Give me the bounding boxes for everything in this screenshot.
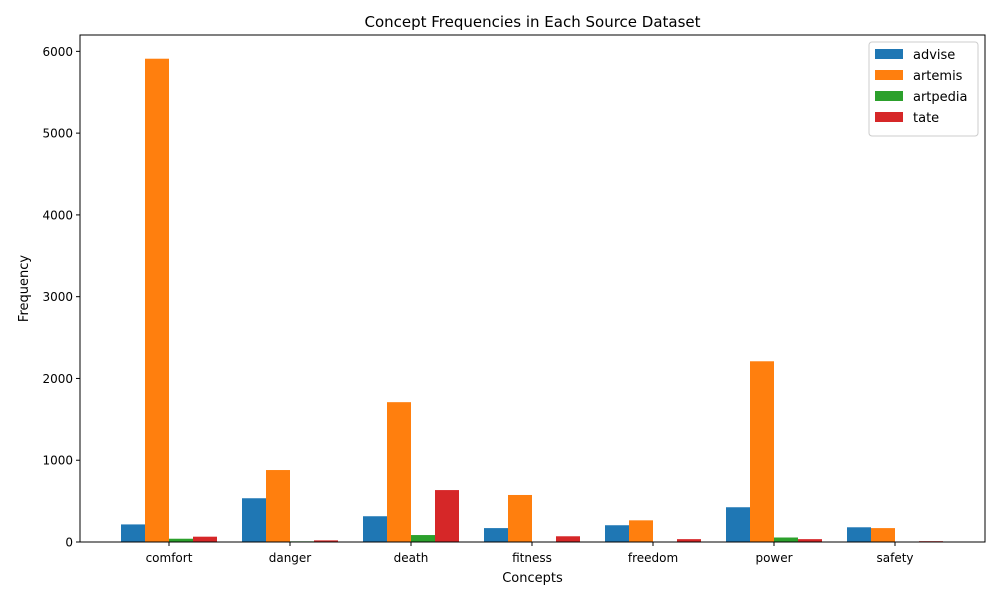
- bars-group: [121, 58, 943, 543]
- legend-label-artpedia: artpedia: [913, 90, 968, 105]
- bar-advise-comfort: [121, 524, 145, 542]
- legend-swatch-artemis: [875, 70, 903, 80]
- bar-artpedia-power: [774, 537, 798, 542]
- legend: advise artemis artpedia tate: [868, 41, 979, 137]
- y-tick-label: 3000: [42, 290, 73, 304]
- bar-advise-safety: [847, 527, 871, 542]
- bar-artemis-freedom: [629, 520, 653, 542]
- bar-artemis-safety: [871, 528, 895, 542]
- x-tick-label: safety: [876, 551, 913, 565]
- bar-advise-freedom: [605, 525, 629, 542]
- x-tick-label: power: [755, 551, 792, 565]
- y-axis: 0 1000 2000 3000 4000 5000 6000: [42, 45, 80, 550]
- bar-artemis-danger: [266, 470, 290, 542]
- x-tick-label: death: [394, 551, 429, 565]
- legend-swatch-advise: [875, 49, 903, 59]
- x-tick-label: comfort: [146, 551, 193, 565]
- y-tick-label: 6000: [42, 45, 73, 59]
- legend-label-artemis: artemis: [913, 69, 963, 84]
- bar-advise-danger: [242, 498, 266, 542]
- bar-tate-death: [435, 490, 459, 542]
- bar-tate-fitness: [556, 536, 580, 542]
- x-tick-label: fitness: [512, 551, 552, 565]
- bar-advise-power: [726, 507, 750, 542]
- bar-tate-freedom: [677, 539, 701, 542]
- bar-advise-fitness: [484, 528, 508, 542]
- y-tick-label: 1000: [42, 454, 73, 468]
- bar-artpedia-death: [411, 535, 435, 542]
- bar-artemis-death: [387, 402, 411, 542]
- bar-tate-danger: [314, 540, 338, 542]
- legend-swatch-artpedia: [875, 91, 903, 101]
- y-tick-label: 5000: [42, 127, 73, 141]
- x-axis-label: Concepts: [502, 571, 563, 586]
- y-tick-label: 2000: [42, 372, 73, 386]
- legend-swatch-tate: [875, 112, 903, 122]
- legend-label-tate: tate: [913, 111, 939, 126]
- legend-label-advise: advise: [913, 48, 955, 63]
- x-axis: comfort danger death fitness freedom power saf…: [146, 542, 914, 565]
- bar-advise-death: [363, 516, 387, 542]
- bar-tate-comfort: [193, 536, 217, 542]
- x-tick-label: danger: [269, 551, 312, 565]
- y-tick-label: 4000: [42, 208, 73, 222]
- bar-artpedia-comfort: [169, 538, 193, 542]
- bar-tate-power: [798, 539, 822, 542]
- bar-artemis-fitness: [508, 494, 532, 542]
- bar-artemis-power: [750, 361, 774, 542]
- y-tick-label: 0: [65, 536, 73, 550]
- x-tick-label: freedom: [628, 551, 678, 565]
- y-axis-label: Frequency: [17, 255, 32, 322]
- chart-title: Concept Frequencies in Each Source Datas…: [364, 13, 700, 31]
- plot-frame: [79, 34, 986, 543]
- bar-artemis-comfort: [145, 58, 169, 543]
